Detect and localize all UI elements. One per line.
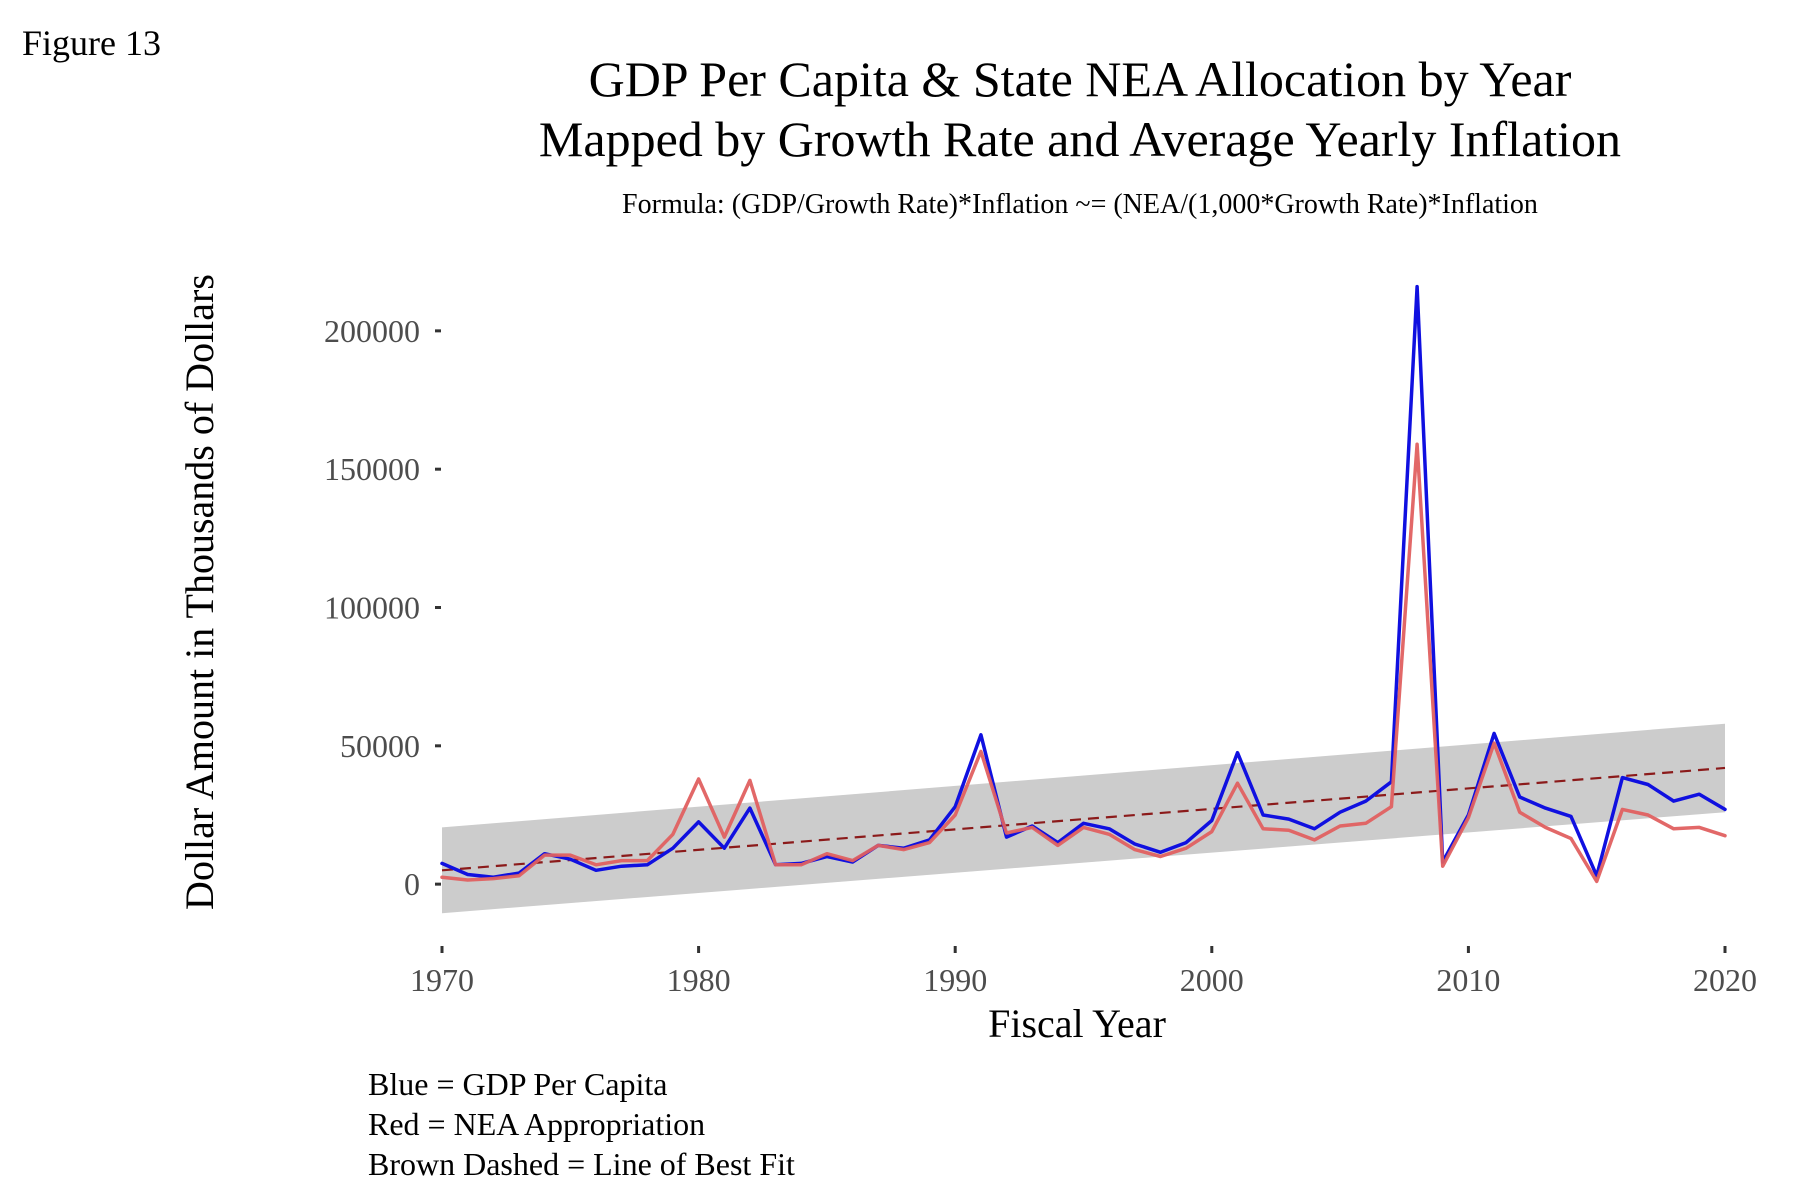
y-tick-label: 100000 xyxy=(324,590,420,626)
series-layer xyxy=(440,284,1727,884)
y-tick-label: 0 xyxy=(404,866,420,902)
caption-block: Blue = GDP Per Capita Red = NEA Appropri… xyxy=(368,1066,795,1182)
x-tick-label: 2000 xyxy=(1180,962,1244,998)
x-tick-label: 2010 xyxy=(1436,962,1500,998)
figure-label: Figure 13 xyxy=(22,23,161,63)
confidence-band-layer xyxy=(442,723,1725,914)
caption-line-red: Red = NEA Appropriation xyxy=(368,1106,705,1142)
caption-line-blue: Blue = GDP Per Capita xyxy=(368,1066,668,1102)
chart-title-line-1: GDP Per Capita & State NEA Allocation by… xyxy=(589,51,1572,107)
confidence-band xyxy=(442,723,1725,914)
x-axis-title: Fiscal Year xyxy=(988,1001,1166,1046)
y-axis: 0 50000 100000 150000 200000 xyxy=(324,313,441,902)
chart-title-line-2: Mapped by Growth Rate and Average Yearly… xyxy=(539,111,1621,167)
y-tick-label: 50000 xyxy=(340,728,420,764)
x-axis: 1970 1980 1990 2000 2010 2020 xyxy=(410,946,1757,998)
plot-area xyxy=(440,284,1727,914)
chart-subtitle: Formula: (GDP/Growth Rate)*Inflation ~= … xyxy=(622,189,1538,220)
gdp-per-capita-line xyxy=(440,284,1727,879)
x-tick-label: 1970 xyxy=(410,962,474,998)
x-tick-label: 1990 xyxy=(923,962,987,998)
nea-appropriation-line xyxy=(440,442,1727,884)
y-tick-label: 200000 xyxy=(324,313,420,349)
x-tick-label: 1980 xyxy=(667,962,731,998)
y-tick-label: 150000 xyxy=(324,451,420,487)
y-axis-title: Dollar Amount in Thousands of Dollars xyxy=(177,274,222,910)
x-tick-label: 2020 xyxy=(1693,962,1757,998)
caption-line-brown: Brown Dashed = Line of Best Fit xyxy=(368,1146,795,1182)
